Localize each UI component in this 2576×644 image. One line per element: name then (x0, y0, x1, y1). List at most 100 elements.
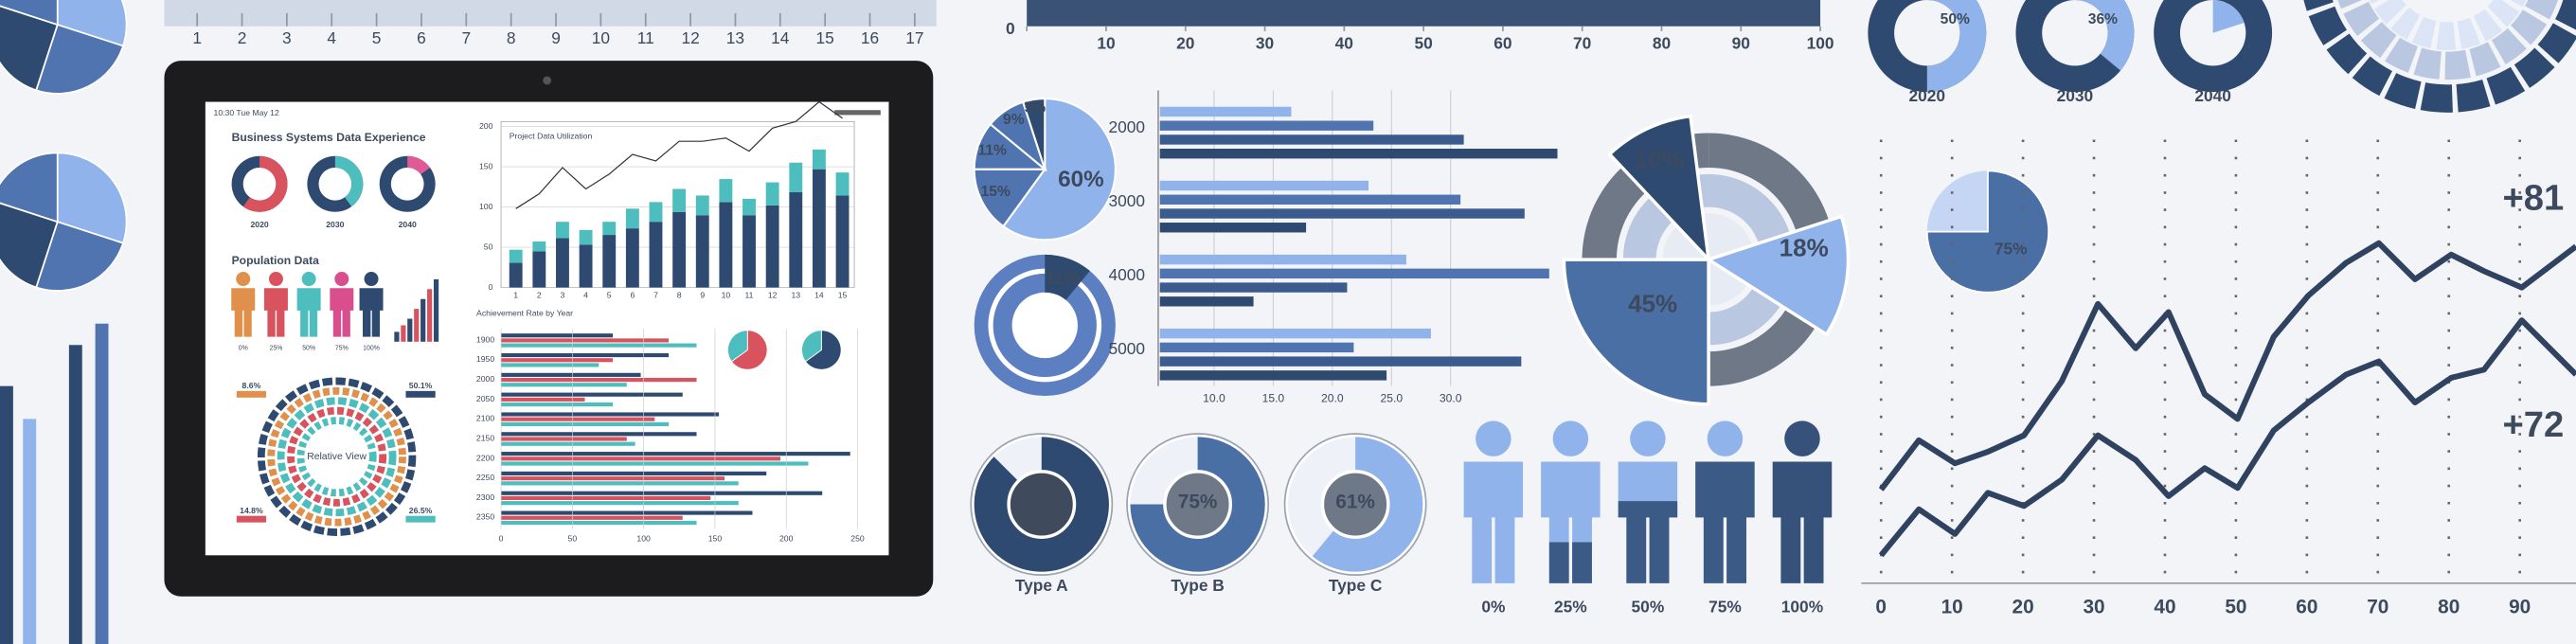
tablet-mini-bar (414, 309, 420, 342)
chart2-bar (501, 471, 767, 476)
chart1-bar (672, 211, 687, 288)
relative-label: 8.6% (242, 381, 261, 390)
hbar-category: 3000 (1109, 191, 1146, 210)
ruler-label: 17 (905, 28, 923, 47)
tablet-mini-bar (420, 298, 426, 342)
chart2-bar (501, 437, 627, 441)
deco-line (1878, 240, 2576, 492)
line-tick: 10 (1941, 596, 1963, 617)
line-tick: 50 (2225, 596, 2246, 617)
top-axis-label: 100 (1807, 33, 1834, 52)
chart1-bar-top (742, 198, 756, 216)
tablet-mini-bar (394, 331, 400, 342)
pie-label: 15% (981, 184, 1011, 200)
chart1-xtick: 11 (745, 291, 754, 300)
chart1-xtick: 1 (513, 291, 518, 300)
chart2-category: 2100 (476, 414, 494, 423)
hbar-category: 5000 (1109, 339, 1146, 358)
chart1-ytick: 0 (489, 282, 493, 292)
relative-ring (267, 386, 406, 527)
hbar-bar (1159, 370, 1387, 381)
chart1-ytick: 200 (479, 121, 493, 131)
chart2-bar (501, 333, 614, 338)
chart1-bar (509, 262, 523, 288)
tablet-person-label: 75% (335, 346, 349, 352)
chart1-bar (532, 251, 546, 288)
relative-badge (236, 390, 267, 398)
chart1-bar (625, 228, 639, 288)
type-donut-core (1163, 470, 1233, 539)
chart1-bar-top (509, 249, 523, 263)
chart1-xtick: 5 (607, 291, 612, 300)
tablet-person (263, 272, 288, 337)
chart1-bar-top (719, 179, 733, 203)
chart1-xtick: 7 (653, 291, 658, 300)
type-donut-name: Type A (1015, 576, 1068, 595)
person-fill (1618, 501, 1678, 583)
top-axis-label: 0 (1006, 19, 1015, 38)
deco-radial (2337, 0, 2558, 80)
ruler-label: 7 (461, 28, 471, 47)
relative-ring (287, 406, 387, 507)
chart2-bar (501, 432, 697, 437)
status-text: 10:30 Tue May 12 (214, 108, 279, 117)
hbar-bar (1159, 223, 1307, 233)
relative-ring (277, 397, 397, 517)
top-axis-label: 70 (1573, 33, 1591, 52)
hbar-tick: 10.0 (1203, 392, 1225, 405)
chart1-xtick: 15 (838, 291, 848, 300)
tablet-mini-bar (433, 278, 439, 342)
chart1-xtick: 12 (768, 291, 778, 300)
chart1-bar (649, 222, 663, 288)
hbar-tick: 25.0 (1380, 392, 1403, 405)
top-axis-label: 80 (1653, 33, 1671, 52)
hbar-bar (1159, 208, 1525, 219)
chart2-bar (501, 441, 635, 446)
tablet-mini-bar (401, 325, 406, 342)
chart2-bar (501, 377, 697, 383)
tablet-person-label: 100% (363, 346, 380, 352)
ruler-label: 3 (282, 28, 292, 47)
chart1-bar (719, 202, 733, 288)
deco-pie-slice (35, 221, 125, 292)
pie-slice (1021, 98, 1046, 170)
chart2-xtick: 50 (568, 533, 578, 543)
deco-pie-slice (0, 0, 59, 27)
person-label: 0% (1481, 597, 1505, 616)
person-fill (1772, 420, 1833, 583)
relative-ring (257, 377, 417, 536)
pie-label: 11% (978, 143, 1008, 159)
top-axis-label: 90 (1732, 33, 1750, 52)
chart2-bar (501, 481, 739, 486)
ring-label: 11% (1046, 269, 1081, 289)
ruler-label: 16 (861, 28, 879, 47)
pie-slice (1001, 98, 1117, 242)
ruler-label: 12 (681, 28, 699, 47)
chart2-bar (501, 501, 739, 506)
ruler-label: 11 (637, 28, 654, 47)
tablet-pie (727, 330, 748, 363)
hbar-bar (1159, 328, 1431, 339)
chart2-bar (501, 397, 585, 402)
chart2-category: 2350 (476, 512, 494, 522)
hbar-bar (1159, 342, 1354, 353)
relative-label: 26.5% (409, 506, 433, 515)
tablet-pie (730, 330, 768, 370)
hbar-bar (1159, 194, 1461, 205)
chart1-bar-top (556, 222, 569, 239)
radial-wedge (1705, 214, 1851, 337)
top-bar (1027, 0, 1821, 27)
chart2-bar (501, 461, 809, 466)
chart1-bar-top (602, 222, 617, 236)
deco-radial (2370, 0, 2527, 50)
chart1-bar (789, 191, 803, 288)
line-tick: 20 (2012, 596, 2034, 617)
chart1-bar-top (765, 182, 779, 206)
hbar-tick: 30.0 (1440, 392, 1462, 405)
pie-label: 60% (1058, 167, 1104, 192)
year-donut-base (2154, 0, 2273, 93)
ruler-label: 13 (726, 28, 744, 47)
type-donut-label: 87.5% (1013, 491, 1069, 512)
year-donut-base (2015, 0, 2135, 93)
